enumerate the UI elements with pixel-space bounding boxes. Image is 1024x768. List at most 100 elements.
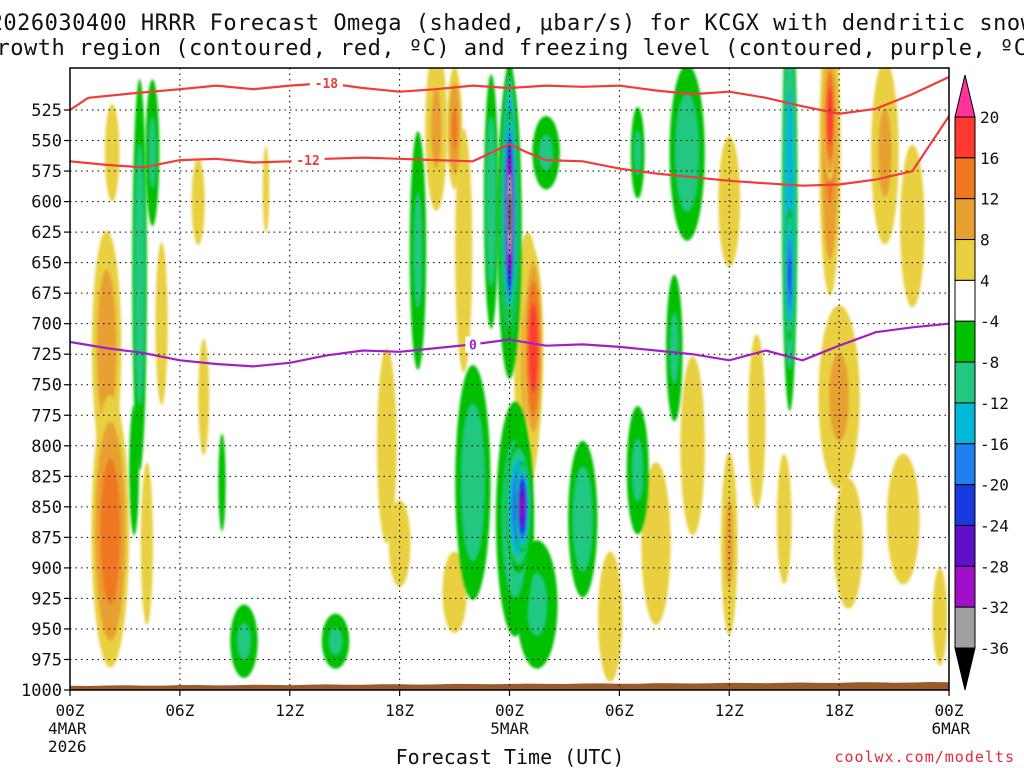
omega-band [572,466,593,572]
credit-text: coolwx.com/modelts [834,748,1015,766]
colorbar-swatch [954,198,976,241]
omega-band [776,453,792,585]
omega-band [528,303,538,393]
omega-cell [669,68,705,241]
y-tick-label: 900 [31,559,62,579]
y-tick-label: 1000 [21,681,62,701]
omega-band [461,404,485,561]
omega-band [191,157,205,246]
omega-cell [140,462,154,625]
omega-cell [630,106,645,199]
omega-band [900,144,925,308]
omega-cell [145,79,160,227]
grid-lines [70,68,949,690]
omega-cell [503,109,516,318]
omega-cell [198,338,210,456]
omega-cell [932,567,948,666]
omega-band [670,312,679,384]
x-tick-date: 4MAR [48,719,87,738]
contour-label-dgz-minus18: -18 [315,77,339,92]
omega-cell [321,613,350,669]
omega-band [140,462,154,625]
omega-cell [155,242,168,406]
colorbar-swatch [954,239,976,281]
colorbar-swatch [954,402,976,445]
x-tick-label: 12Z [275,701,304,720]
omega-band [134,144,145,406]
colorbar-label: -28 [980,557,1009,576]
omega-cell [218,433,226,532]
colorbar-swatch [954,279,976,322]
chart-title-line1: 2026030400 HRRR Forecast Omega (shaded, … [0,11,1024,36]
x-tick-label: 00Z [495,701,524,720]
omega-cell [781,68,798,412]
colorbar-label: -12 [980,394,1009,413]
contour-label-bg [291,152,325,169]
omega-band [878,108,892,197]
colorbar-swatch [954,484,976,526]
colorbar-label: -36 [980,639,1009,658]
y-tick-label: 775 [31,406,62,426]
colorbar-swatch [954,116,976,159]
omega-cell [747,334,766,509]
y-tick-label: 950 [31,620,62,640]
omega-band [100,458,121,605]
omega-band [641,462,671,625]
omega-band [388,499,411,588]
omega-band [932,567,948,666]
omega-cell [823,68,837,182]
omega-band [377,348,397,544]
omega-cell [446,68,463,190]
contour-freezing-level [70,322,949,368]
omega-cell [523,250,544,446]
omega-cell [666,274,683,422]
omega-cell [442,551,467,634]
contour-layer: -18 -12 0 [70,75,949,368]
colorbar-label: 20 [980,108,999,127]
x-tick-label: 00Z [935,701,964,720]
omega-band [886,453,920,585]
omega-cell [377,348,397,544]
omega-band [527,573,547,636]
omega-band [486,116,497,287]
y-tick-label: 850 [31,498,62,518]
colorbar-label: 8 [980,231,990,250]
omega-band [262,145,270,234]
contour-dgz-minus12 [70,115,949,187]
omega-cell [568,440,598,598]
omega-band [149,117,156,189]
contour-label-freezing-level: 0 [469,338,477,353]
omega-cell [483,74,499,329]
colorbar-label: -16 [980,435,1009,454]
colorbar-label: 12 [980,190,999,209]
omega-cell [532,116,560,190]
colorbar-swatch [954,524,976,567]
omega-cell [833,478,863,609]
omega-cell [626,405,649,535]
omega-shading [91,68,948,682]
omega-band [430,88,442,169]
omega-band [198,338,210,456]
omega-band [632,439,643,502]
x-tick-label: 00Z [56,701,85,720]
contour-label-bg [465,336,481,353]
omega-band [442,551,467,634]
omega-band [539,135,553,171]
y-tick-label: 800 [31,437,62,457]
omega-cell [132,79,147,471]
colorbar-label: 16 [980,149,999,168]
omega-band [598,551,623,682]
chart-title-line2: growth region (contoured, red, ºC) and f… [0,36,1024,61]
y-tick-label: 750 [31,376,62,396]
omega-cell [900,144,925,308]
colorbar-swatch [954,320,976,363]
y-tick-label: 650 [31,254,62,274]
contour-dgz-minus18 [70,76,949,115]
omega-band [455,128,473,373]
y-tick-label: 925 [31,589,62,609]
omega-cell [776,453,792,585]
omega-band [718,136,741,268]
omega-cell [818,305,860,489]
